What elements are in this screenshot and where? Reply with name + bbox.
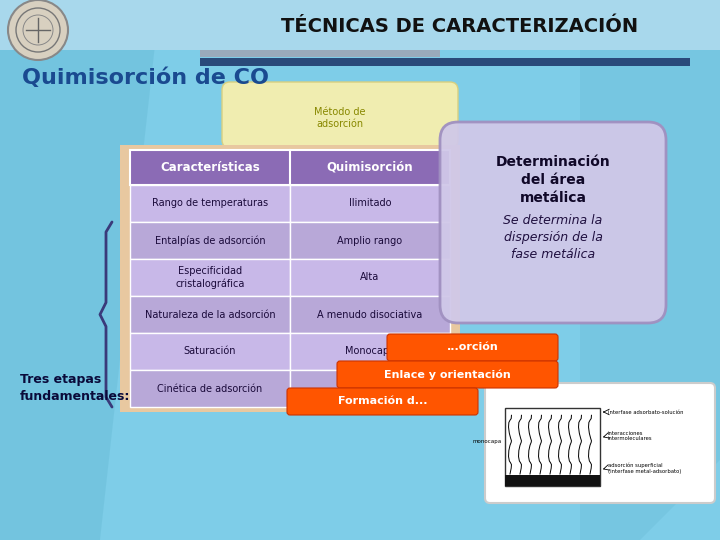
Text: Amplio rango: Amplio rango — [338, 235, 402, 246]
Text: del área: del área — [521, 173, 585, 187]
Text: Entalpías de adsorción: Entalpías de adsorción — [155, 235, 265, 246]
Text: Monocapa: Monocapa — [345, 347, 395, 356]
Text: Se determina la: Se determina la — [503, 213, 603, 226]
FancyBboxPatch shape — [387, 334, 558, 361]
Text: Saturación: Saturación — [184, 347, 236, 356]
Text: Enlace y orientación: Enlace y orientación — [384, 369, 511, 380]
Bar — [130, 259, 290, 296]
Text: Alta: Alta — [361, 273, 379, 282]
Bar — [200, 50, 440, 57]
Polygon shape — [0, 0, 160, 540]
Text: Rango de temperaturas: Rango de temperaturas — [152, 199, 268, 208]
Text: monocapa: monocapa — [473, 440, 502, 444]
Text: A menudo disociativa: A menudo disociativa — [318, 309, 423, 320]
FancyBboxPatch shape — [287, 388, 478, 415]
Text: ...orción: ...orción — [446, 342, 498, 353]
FancyBboxPatch shape — [440, 122, 666, 323]
Bar — [0, 0, 720, 50]
Bar — [290, 370, 450, 407]
Text: Especificidad
cristalográfica: Especificidad cristalográfica — [175, 266, 245, 288]
Text: Método de
adsorción: Método de adsorción — [314, 107, 366, 129]
Text: Naturaleza de la adsorción: Naturaleza de la adsorción — [145, 309, 275, 320]
Text: adsorción superficial
(interfase metal-adsorbato): adsorción superficial (interfase metal-a… — [608, 462, 681, 474]
Text: Características: Características — [160, 161, 260, 174]
Bar — [505, 475, 600, 486]
Text: Quimisorción de CO: Quimisorción de CO — [22, 68, 269, 88]
FancyBboxPatch shape — [120, 145, 460, 412]
Text: dispersión de la: dispersión de la — [503, 231, 603, 244]
Bar — [200, 58, 690, 66]
FancyBboxPatch shape — [222, 82, 458, 148]
Text: Tres etapas
fundamentales:: Tres etapas fundamentales: — [20, 373, 130, 403]
Text: Variable: Variable — [350, 383, 390, 394]
Bar — [130, 185, 290, 222]
Bar — [130, 370, 290, 407]
Text: TÉCNICAS DE CARACTERIZACIÓN: TÉCNICAS DE CARACTERIZACIÓN — [282, 17, 639, 37]
Text: Formación d...: Formación d... — [338, 396, 427, 407]
Bar — [505, 408, 600, 486]
Polygon shape — [580, 0, 720, 540]
Circle shape — [8, 0, 68, 60]
Bar — [130, 296, 290, 333]
Bar — [290, 185, 450, 222]
Bar — [290, 296, 450, 333]
Bar — [130, 333, 290, 370]
FancyBboxPatch shape — [337, 361, 558, 388]
Bar — [290, 222, 450, 259]
Text: Cinética de adsorción: Cinética de adsorción — [158, 383, 263, 394]
Text: fase metálica: fase metálica — [511, 247, 595, 260]
Bar — [290, 333, 450, 370]
Text: Determinación: Determinación — [495, 155, 611, 169]
Text: metálica: metálica — [520, 191, 587, 205]
Text: interfase adsorbato-solución: interfase adsorbato-solución — [608, 409, 683, 415]
Text: Quimisorción: Quimisorción — [327, 161, 413, 174]
Text: interacciones
intermoleculares: interacciones intermoleculares — [608, 430, 652, 441]
Bar — [290, 259, 450, 296]
Bar — [130, 222, 290, 259]
Bar — [130, 150, 450, 185]
FancyBboxPatch shape — [485, 383, 715, 503]
Text: Ilimitado: Ilimitado — [348, 199, 391, 208]
